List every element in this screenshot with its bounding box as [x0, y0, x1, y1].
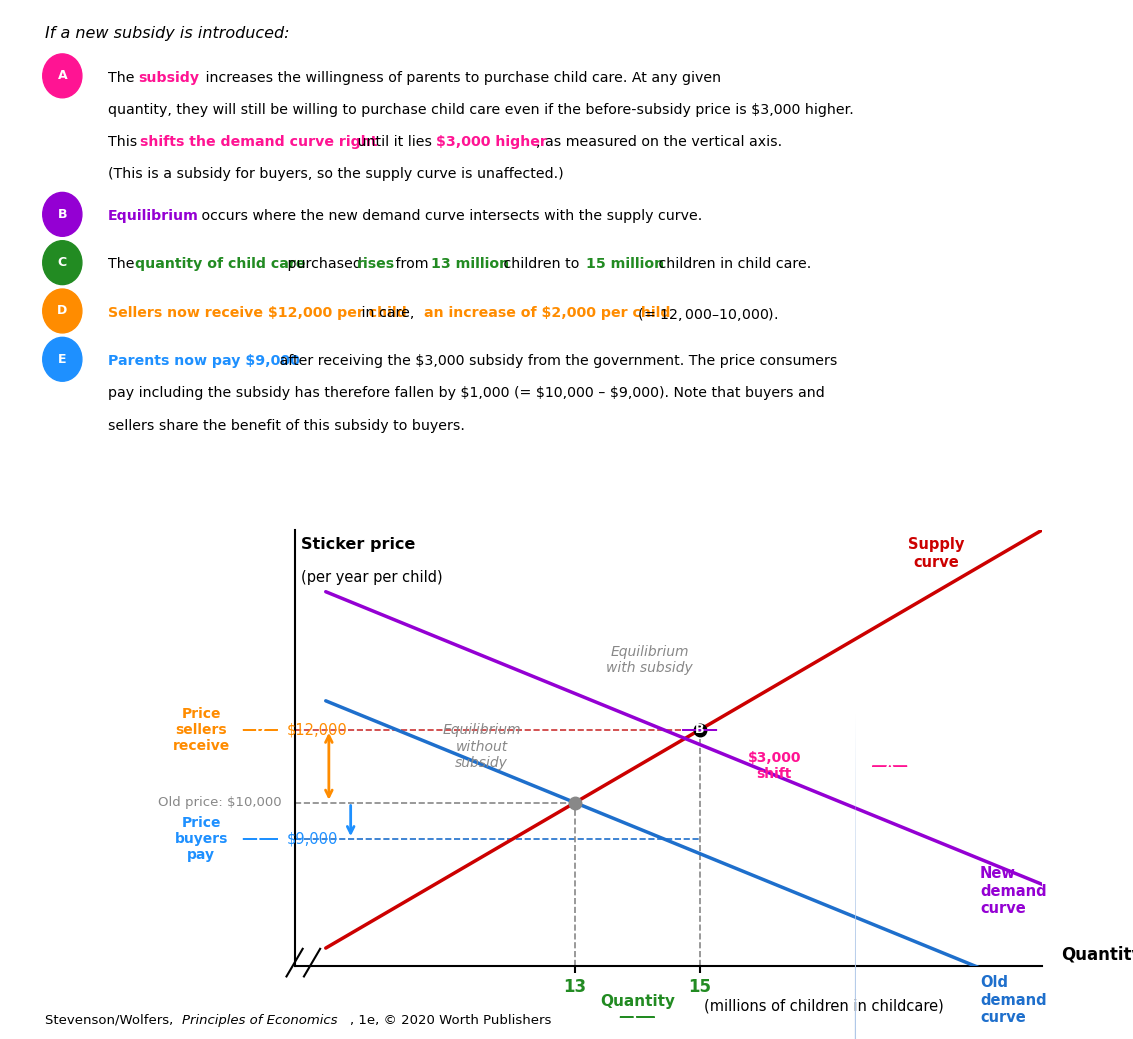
Text: New
demand
curve: New demand curve [980, 867, 1047, 916]
Circle shape [43, 338, 82, 381]
Text: B: B [695, 723, 705, 737]
Text: from: from [391, 258, 433, 271]
Text: quantity, they will still be willing to purchase child care even if the before-s: quantity, they will still be willing to … [108, 103, 853, 116]
Text: Supply
curve: Supply curve [909, 537, 964, 569]
Text: shifts the demand curve right: shifts the demand curve right [140, 135, 378, 149]
Text: Quantity: Quantity [599, 993, 675, 1009]
Text: C: C [632, 1011, 642, 1023]
Text: Principles of Economics: Principles of Economics [182, 1013, 338, 1027]
Text: $12,000: $12,000 [287, 722, 347, 738]
Text: C: C [58, 257, 67, 269]
Text: Equilibrium: Equilibrium [108, 209, 198, 223]
Text: in care,: in care, [357, 305, 419, 320]
Text: Price
buyers
pay: Price buyers pay [174, 816, 228, 862]
Text: A: A [885, 760, 894, 773]
Text: after receiving the $3,000 subsidy from the government. The price consumers: after receiving the $3,000 subsidy from … [275, 354, 837, 368]
Text: (= $12,000 – $10,000).: (= $12,000 – $10,000). [633, 305, 780, 323]
Circle shape [43, 54, 82, 98]
Text: (per year per child): (per year per child) [300, 569, 442, 585]
Text: 15 million: 15 million [586, 258, 664, 271]
Text: Sellers now receive $12,000 per child: Sellers now receive $12,000 per child [108, 305, 407, 320]
Text: (millions of children in childcare): (millions of children in childcare) [705, 1000, 944, 1014]
Text: This: This [108, 135, 142, 149]
Text: , 1e, © 2020 Worth Publishers: , 1e, © 2020 Worth Publishers [350, 1013, 552, 1027]
Text: D: D [57, 304, 68, 318]
Text: sellers share the benefit of this subsidy to buyers.: sellers share the benefit of this subsid… [108, 419, 465, 432]
Text: 13 million: 13 million [432, 258, 510, 271]
Text: children to: children to [499, 258, 583, 271]
Text: The: The [108, 71, 138, 84]
Text: Old
demand
curve: Old demand curve [980, 976, 1047, 1025]
Text: until it lies: until it lies [353, 135, 437, 149]
Circle shape [43, 192, 82, 236]
Text: The: The [108, 258, 138, 271]
Text: $9,000: $9,000 [287, 831, 338, 847]
Text: E: E [58, 353, 67, 366]
Text: Old price: $10,000: Old price: $10,000 [159, 796, 282, 809]
Text: Quantity: Quantity [1062, 947, 1133, 964]
Text: , as measured on the vertical axis.: , as measured on the vertical axis. [536, 135, 782, 149]
Text: Price
sellers
receive: Price sellers receive [172, 707, 230, 753]
Text: increases the willingness of parents to purchase child care. At any given: increases the willingness of parents to … [201, 71, 721, 84]
Text: $3,000 higher: $3,000 higher [436, 135, 547, 149]
Text: B: B [58, 208, 67, 221]
Text: Sticker price: Sticker price [300, 537, 415, 552]
Text: pay including the subsidy has therefore fallen by $1,000 (= $10,000 – $9,000). N: pay including the subsidy has therefore … [108, 387, 825, 400]
Text: E: E [256, 832, 265, 846]
Circle shape [43, 241, 82, 285]
Text: A: A [58, 70, 67, 82]
Text: $3,000
shift: $3,000 shift [748, 751, 801, 781]
Text: subsidy: subsidy [138, 71, 199, 84]
Text: children in child care.: children in child care. [654, 258, 811, 271]
Text: Parents now pay $9,000: Parents now pay $9,000 [108, 354, 299, 368]
Text: quantity of child care: quantity of child care [135, 258, 305, 271]
Text: Equilibrium
with subsidy: Equilibrium with subsidy [606, 645, 693, 675]
Text: D: D [255, 723, 265, 737]
Text: purchased: purchased [283, 258, 366, 271]
Text: If a new subsidy is introduced:: If a new subsidy is introduced: [45, 26, 290, 41]
Circle shape [43, 289, 82, 332]
Text: (This is a subsidy for buyers, so the supply curve is unaffected.): (This is a subsidy for buyers, so the su… [108, 167, 563, 181]
Text: occurs where the new demand curve intersects with the supply curve.: occurs where the new demand curve inters… [197, 209, 702, 223]
Text: Equilibrium
without
subsidy: Equilibrium without subsidy [442, 723, 521, 770]
Text: an increase of $2,000 per child: an increase of $2,000 per child [425, 305, 671, 320]
Text: rises: rises [357, 258, 395, 271]
Text: Stevenson/Wolfers,: Stevenson/Wolfers, [45, 1013, 178, 1027]
